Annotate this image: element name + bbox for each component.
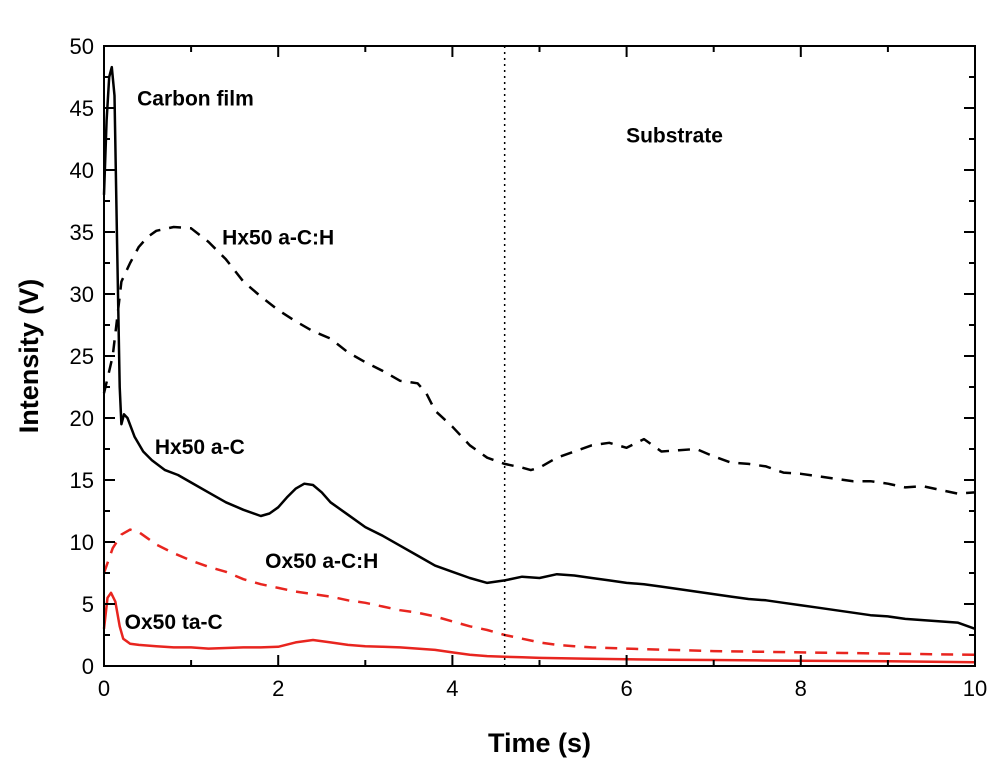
x-tick-label: 4: [446, 676, 458, 701]
annotation-label: Ox50 a-C:H: [265, 550, 378, 573]
y-tick-label: 35: [70, 220, 94, 245]
series-line-ox50-ta-c: [102, 591, 976, 664]
y-tick-label: 40: [70, 158, 94, 183]
y-tick-label: 20: [70, 406, 94, 431]
series-line-hx50-a-c-h: [102, 225, 976, 495]
x-tick-label: 0: [98, 676, 110, 701]
series-line-hx50-a-c: [102, 65, 976, 630]
annotation-label: Substrate: [626, 125, 723, 148]
annotation-label: Hx50 a-C:H: [222, 226, 334, 249]
y-tick-label: 10: [70, 530, 94, 555]
y-tick-label: 0: [82, 654, 94, 679]
y-tick-label: 50: [70, 34, 94, 59]
annotation-label: Carbon film: [137, 88, 254, 111]
x-tick-label: 2: [272, 676, 284, 701]
y-axis-title: Intensity (V): [14, 279, 44, 434]
series-line-ox50-a-c-h: [102, 528, 976, 657]
y-tick-label: 30: [70, 282, 94, 307]
x-tick-label: 10: [963, 676, 987, 701]
x-tick-label: 8: [795, 676, 807, 701]
y-axis: 0 5 10 15 20 25 30 35 40 45 50: [70, 34, 975, 679]
y-tick-label: 25: [70, 344, 94, 369]
x-axis: 0 2 4 6 8 10: [98, 46, 987, 701]
annotation-label: Hx50 a-C: [155, 436, 245, 459]
y-tick-label: 5: [82, 592, 94, 617]
y-tick-label: 15: [70, 468, 94, 493]
annotation-layer: Carbon film Substrate Hx50 a-C:H Hx50 a-C Ox…: [125, 88, 723, 634]
annotation-label: Ox50 ta-C: [125, 611, 223, 634]
y-tick-label: 45: [70, 96, 94, 121]
series-layer: [102, 65, 976, 664]
x-tick-label: 6: [620, 676, 632, 701]
x-axis-title: Time (s): [488, 728, 591, 758]
